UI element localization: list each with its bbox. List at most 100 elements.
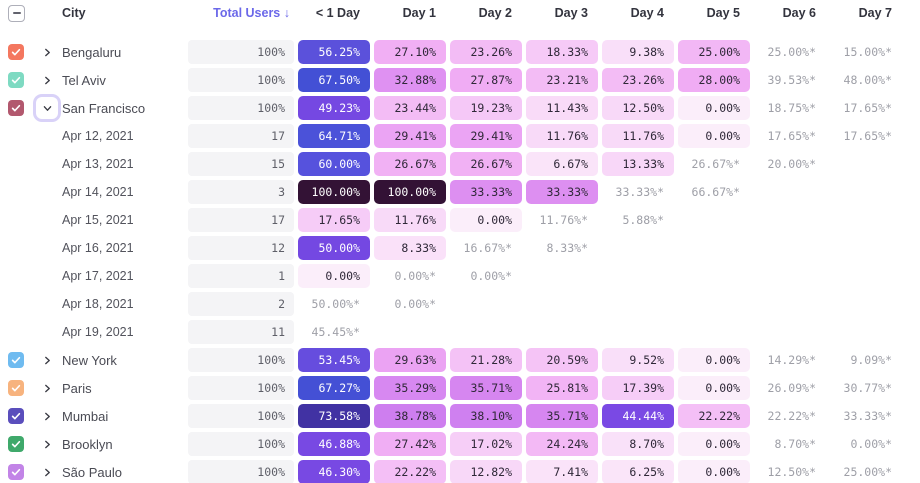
retention-cell[interactable]: 32.88%	[374, 68, 446, 92]
column-header-day[interactable]: Day 1	[402, 6, 436, 20]
retention-cell[interactable]: 9.52%	[602, 348, 674, 372]
row-checkbox[interactable]	[8, 44, 24, 60]
retention-cell[interactable]: 22.22%	[678, 404, 750, 428]
retention-cell[interactable]: 49.23%	[298, 96, 370, 120]
retention-cell-incomplete[interactable]: 39.53%*	[767, 73, 816, 87]
column-header-day[interactable]: Day 5	[706, 6, 740, 20]
retention-cell[interactable]: 35.71%	[450, 376, 522, 400]
retention-cell[interactable]: 11.76%	[374, 208, 446, 232]
retention-cell-incomplete[interactable]: 9.09%*	[850, 353, 892, 367]
retention-cell-incomplete[interactable]: 11.76%*	[539, 213, 588, 227]
retention-cell[interactable]: 33.33%	[526, 180, 598, 204]
column-header-total-users[interactable]: Total Users ↓	[188, 6, 298, 20]
row-checkbox[interactable]	[8, 436, 24, 452]
retention-cell[interactable]: 25.00%	[678, 40, 750, 64]
retention-cell[interactable]: 46.30%	[298, 460, 370, 483]
retention-cell[interactable]: 100.00%	[374, 180, 446, 204]
retention-cell[interactable]: 6.67%	[526, 152, 598, 176]
retention-cell-incomplete[interactable]: 0.00%*	[470, 269, 512, 283]
expand-chevron-button[interactable]	[36, 69, 58, 91]
retention-cell[interactable]: 0.00%	[678, 124, 750, 148]
retention-cell[interactable]: 23.26%	[450, 40, 522, 64]
expand-chevron-button[interactable]	[36, 97, 58, 119]
retention-cell-incomplete[interactable]: 8.33%*	[546, 241, 588, 255]
retention-cell-incomplete[interactable]: 12.50%*	[767, 465, 816, 479]
retention-cell-incomplete[interactable]: 66.67%*	[691, 185, 740, 199]
retention-cell[interactable]: 0.00%	[678, 432, 750, 456]
row-checkbox[interactable]	[8, 380, 24, 396]
row-checkbox[interactable]	[8, 100, 24, 116]
retention-cell[interactable]: 11.43%	[526, 96, 598, 120]
retention-cell[interactable]: 29.63%	[374, 348, 446, 372]
retention-cell[interactable]: 100.00%	[298, 180, 370, 204]
retention-cell[interactable]: 23.44%	[374, 96, 446, 120]
column-header-day[interactable]: Day 3	[554, 6, 588, 20]
retention-cell-incomplete[interactable]: 15.00%*	[843, 45, 892, 59]
retention-cell[interactable]: 38.78%	[374, 404, 446, 428]
retention-cell-incomplete[interactable]: 0.00%*	[394, 297, 436, 311]
expand-chevron-button[interactable]	[36, 433, 58, 455]
retention-cell-incomplete[interactable]: 25.00%*	[767, 45, 816, 59]
retention-cell[interactable]: 0.00%	[678, 376, 750, 400]
retention-cell[interactable]: 25.81%	[526, 376, 598, 400]
retention-cell[interactable]: 0.00%	[298, 264, 370, 288]
retention-cell-incomplete[interactable]: 17.65%*	[767, 129, 816, 143]
retention-cell[interactable]: 29.41%	[450, 124, 522, 148]
retention-cell[interactable]: 35.29%	[374, 376, 446, 400]
retention-cell-incomplete[interactable]: 0.00%*	[850, 437, 892, 451]
retention-cell-incomplete[interactable]: 30.77%*	[843, 381, 892, 395]
retention-cell[interactable]: 53.45%	[298, 348, 370, 372]
retention-cell-incomplete[interactable]: 18.75%*	[767, 101, 816, 115]
retention-cell[interactable]: 23.26%	[602, 68, 674, 92]
retention-cell[interactable]: 19.23%	[450, 96, 522, 120]
retention-cell[interactable]: 9.38%	[602, 40, 674, 64]
retention-cell[interactable]: 6.25%	[602, 460, 674, 483]
row-checkbox[interactable]	[8, 352, 24, 368]
retention-cell[interactable]: 0.00%	[678, 348, 750, 372]
column-header-day[interactable]: Day 7	[858, 6, 892, 20]
retention-cell-incomplete[interactable]: 45.45%*	[311, 325, 360, 339]
retention-cell[interactable]: 0.00%	[678, 460, 750, 483]
select-all-checkbox[interactable]	[8, 4, 25, 22]
column-header-day[interactable]: Day 2	[478, 6, 512, 20]
retention-cell-incomplete[interactable]: 16.67%*	[463, 241, 512, 255]
retention-cell[interactable]: 60.00%	[298, 152, 370, 176]
retention-cell[interactable]: 38.10%	[450, 404, 522, 428]
retention-cell[interactable]: 35.71%	[526, 404, 598, 428]
row-checkbox[interactable]	[8, 464, 24, 480]
column-header-day[interactable]: < 1 Day	[315, 6, 360, 20]
retention-cell[interactable]: 11.76%	[602, 124, 674, 148]
retention-cell-incomplete[interactable]: 22.22%*	[767, 409, 816, 423]
column-header-city[interactable]: City	[62, 6, 86, 20]
retention-cell[interactable]: 73.58%	[298, 404, 370, 428]
retention-cell[interactable]: 17.65%	[298, 208, 370, 232]
row-checkbox[interactable]	[8, 72, 24, 88]
expand-chevron-button[interactable]	[36, 405, 58, 427]
retention-cell[interactable]: 20.59%	[526, 348, 598, 372]
expand-chevron-button[interactable]	[36, 41, 58, 63]
retention-cell[interactable]: 27.10%	[374, 40, 446, 64]
retention-cell[interactable]: 17.39%	[602, 376, 674, 400]
retention-cell-incomplete[interactable]: 26.67%*	[691, 157, 740, 171]
retention-cell-incomplete[interactable]: 26.09%*	[767, 381, 816, 395]
expand-chevron-button[interactable]	[36, 461, 58, 483]
retention-cell[interactable]: 56.25%	[298, 40, 370, 64]
retention-cell-incomplete[interactable]: 48.00%*	[843, 73, 892, 87]
column-header-day[interactable]: Day 6	[782, 6, 816, 20]
retention-cell[interactable]: 21.28%	[450, 348, 522, 372]
column-header-day[interactable]: Day 4	[630, 6, 664, 20]
retention-cell-incomplete[interactable]: 17.65%*	[843, 101, 892, 115]
retention-cell[interactable]: 44.44%	[602, 404, 674, 428]
retention-cell[interactable]: 27.42%	[374, 432, 446, 456]
retention-cell[interactable]: 0.00%	[678, 96, 750, 120]
retention-cell[interactable]: 29.41%	[374, 124, 446, 148]
retention-cell[interactable]: 26.67%	[374, 152, 446, 176]
retention-cell-incomplete[interactable]: 25.00%*	[843, 465, 892, 479]
retention-cell[interactable]: 7.41%	[526, 460, 598, 483]
retention-cell[interactable]: 26.67%	[450, 152, 522, 176]
retention-cell-incomplete[interactable]: 5.88%*	[622, 213, 664, 227]
retention-cell[interactable]: 18.33%	[526, 40, 598, 64]
retention-cell[interactable]: 67.27%	[298, 376, 370, 400]
retention-cell[interactable]: 24.24%	[526, 432, 598, 456]
retention-cell[interactable]: 11.76%	[526, 124, 598, 148]
